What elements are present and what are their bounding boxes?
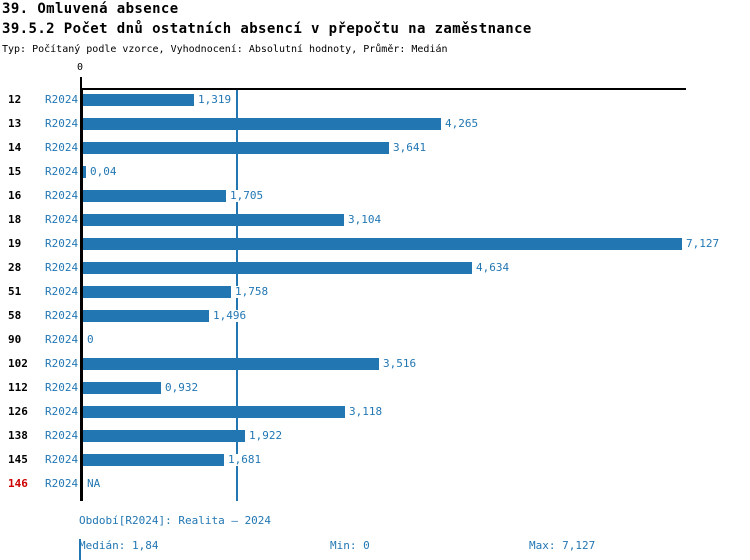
chart-title: 39.5.2 Počet dnů ostatních absencí v pře… [2, 21, 532, 37]
chart-row-126: 126 R2024 3,118 [0, 406, 750, 418]
value-label: 1,922 [248, 429, 284, 442]
chart-row-102: 102 R2024 3,516 [0, 358, 750, 370]
chart-row-28: 28 R2024 4,634 [0, 262, 750, 274]
row-period-label: R2024 [45, 285, 79, 298]
row-period-label: R2024 [45, 429, 79, 442]
value-label: 0,04 [89, 165, 118, 178]
row-period-label: R2024 [45, 381, 79, 394]
row-period-label: R2024 [45, 261, 79, 274]
chart-row-145: 145 R2024 1,681 [0, 454, 750, 466]
chart-row-16: 16 R2024 1,705 [0, 190, 750, 202]
value-label: 7,127 [685, 237, 721, 250]
row-period-label: R2024 [45, 237, 79, 250]
value-bar [83, 190, 226, 202]
value-label: 1,705 [229, 189, 265, 202]
x-axis-zero-label: 0 [77, 62, 84, 73]
value-bar [83, 286, 231, 298]
median-stat: Medián: 1,84 [79, 539, 158, 560]
chart-row-58: 58 R2024 1,496 [0, 310, 750, 322]
row-category-label: 51 [8, 285, 22, 298]
row-category-label: 14 [8, 141, 22, 154]
row-category-label: 58 [8, 309, 22, 322]
value-bar [83, 238, 682, 250]
value-bar [83, 406, 345, 418]
value-label: 1,681 [227, 453, 263, 466]
row-category-label: 90 [8, 333, 22, 346]
row-period-label: R2024 [45, 165, 79, 178]
min-stat: Min: 0 [330, 539, 370, 552]
value-bar [83, 382, 161, 394]
y-axis-line [80, 88, 83, 501]
row-period-label: R2024 [45, 333, 79, 346]
value-bar [83, 142, 389, 154]
chart-row-15: 15 R2024 0,04 [0, 166, 750, 178]
row-period-label: R2024 [45, 141, 79, 154]
value-label: 1,758 [234, 285, 270, 298]
chart-row-19: 19 R2024 7,127 [0, 238, 750, 250]
value-label: 4,265 [444, 117, 480, 130]
row-category-label: 13 [8, 117, 22, 130]
chart-meta-line: Typ: Počítaný podle vzorce, Vyhodnocení:… [2, 44, 448, 55]
row-category-label: 138 [8, 429, 28, 442]
period-legend: Období[R2024]: Realita – 2024 [79, 514, 272, 527]
row-category-label: 28 [8, 261, 22, 274]
value-label: 0 [86, 333, 95, 346]
value-bar [83, 430, 245, 442]
value-bar [83, 262, 472, 274]
value-bar [83, 118, 441, 130]
chart-row-13: 13 R2024 4,265 [0, 118, 750, 130]
value-label: 0,932 [164, 381, 200, 394]
row-period-label: R2024 [45, 357, 79, 370]
value-label: 4,634 [475, 261, 511, 274]
value-bar [83, 454, 224, 466]
row-category-label: 145 [8, 453, 28, 466]
row-category-label: 19 [8, 237, 22, 250]
row-category-label: 12 [8, 93, 22, 106]
row-period-label: R2024 [45, 309, 79, 322]
row-period-label: R2024 [45, 405, 79, 418]
chart-row-138: 138 R2024 1,922 [0, 430, 750, 442]
row-category-label: 16 [8, 189, 22, 202]
row-category-label: 15 [8, 165, 22, 178]
value-label: 3,118 [348, 405, 384, 418]
value-bar [83, 310, 209, 322]
value-label: NA [86, 477, 102, 490]
value-bar [83, 214, 344, 226]
value-bar [83, 94, 194, 106]
chart-row-51: 51 R2024 1,758 [0, 286, 750, 298]
value-label: 3,104 [347, 213, 383, 226]
row-period-label: R2024 [45, 189, 79, 202]
value-label: 1,319 [197, 93, 233, 106]
chart-row-12: 12 R2024 1,319 [0, 94, 750, 106]
chart-row-146: 146 R2024 NA [0, 478, 750, 490]
row-period-label: R2024 [45, 213, 79, 226]
row-category-label: 18 [8, 213, 22, 226]
value-bar [83, 166, 86, 178]
x-axis-line [80, 88, 686, 90]
value-label: 3,641 [392, 141, 428, 154]
value-label: 3,516 [382, 357, 418, 370]
chart-row-14: 14 R2024 3,641 [0, 142, 750, 154]
row-category-label: 126 [8, 405, 28, 418]
row-period-label: R2024 [45, 453, 79, 466]
chart-row-112: 112 R2024 0,932 [0, 382, 750, 394]
chart-row-18: 18 R2024 3,104 [0, 214, 750, 226]
row-category-label: 112 [8, 381, 28, 394]
row-period-label: R2024 [45, 477, 79, 490]
max-stat: Max: 7,127 [529, 539, 596, 552]
value-label: 1,496 [212, 309, 248, 322]
chart-row-90: 90 R2024 0 [0, 334, 750, 346]
x-axis-zero-tick [80, 77, 82, 89]
row-category-label: 102 [8, 357, 28, 370]
row-category-label: 146 [8, 477, 28, 490]
row-period-label: R2024 [45, 93, 79, 106]
report-section-title: 39. Omluvená absence [2, 1, 179, 17]
value-bar [83, 358, 379, 370]
row-period-label: R2024 [45, 117, 79, 130]
